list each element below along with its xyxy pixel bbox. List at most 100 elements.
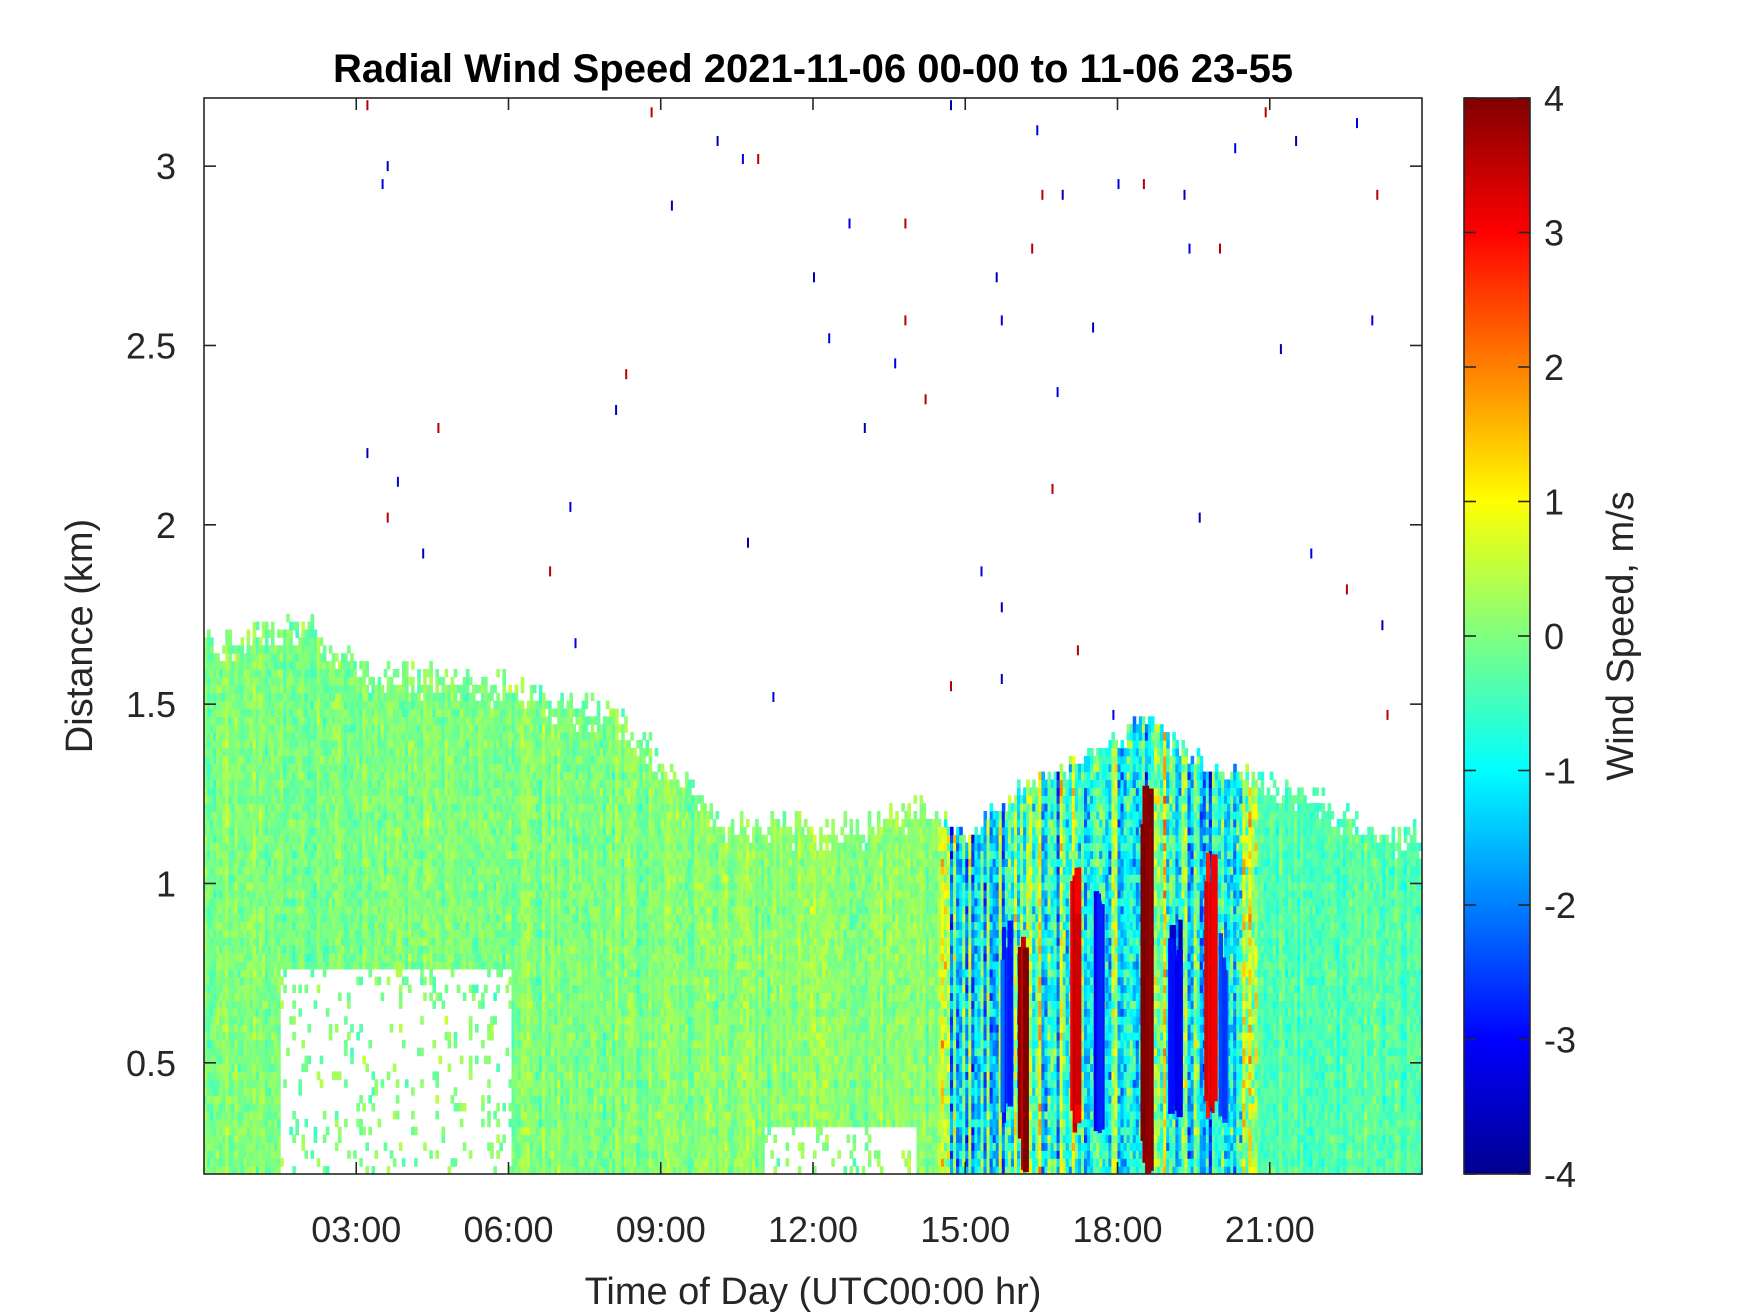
heatmap-cell [456,921,461,930]
heatmap-cell [313,945,318,954]
heatmap-cell [313,842,318,852]
heatmap-cell [207,803,211,812]
heatmap-cell [325,692,330,702]
heatmap-cell [325,858,330,867]
heatmap-cell [487,858,491,867]
heatmap-cell [426,787,430,796]
heatmap-cell [261,1079,266,1088]
heatmap-cell [499,937,503,946]
heatmap-cell [341,811,345,820]
heatmap-cell [204,653,208,662]
heatmap-cell [219,968,223,978]
heatmap-cell [484,913,488,923]
heatmap-cell [401,700,406,710]
heatmap-cell [258,818,263,828]
heatmap-cell [472,937,476,946]
heatmap-cell [496,874,500,883]
heatmap-cell [301,905,305,915]
heatmap-cell [365,779,369,788]
heatmap-cell [435,700,439,710]
heatmap-cell [505,874,510,883]
heatmap-cell [423,692,427,702]
heatmap-cell [213,897,217,907]
heatmap-cell [231,645,235,654]
heatmap-cell [246,716,251,725]
heatmap-cell [514,1095,519,1104]
heatmap-cell [289,850,293,859]
heatmap-cell [505,763,510,773]
heatmap-cell [328,921,333,930]
heatmap-cell [207,740,211,749]
heatmap-cell [478,834,482,844]
heatmap-cell [225,747,229,757]
heatmap-cell [301,882,305,891]
heatmap-cell [374,905,379,915]
heatmap-cell [234,1166,239,1174]
heatmap-cell [441,763,446,773]
heatmap-cell [210,866,214,875]
heatmap-cell [408,763,412,773]
heatmap-cell [240,653,245,662]
heatmap-cell [462,889,467,899]
heatmap-cell [252,1166,257,1174]
heatmap-cell [432,882,436,891]
heatmap-cell [310,795,315,804]
heatmap-cell [204,795,208,804]
heatmap-cell [261,1103,266,1112]
heatmap-cell [307,811,312,820]
heatmap-cell [210,897,214,907]
heatmap-cell [325,834,330,844]
heatmap-cell [228,1126,232,1136]
heatmap-cell [353,937,357,946]
heatmap-cell [478,747,482,757]
heatmap-cell [298,913,302,923]
heatmap-cell [487,1032,491,1041]
heatmap-cell [216,850,220,859]
heatmap-cell [222,984,226,994]
heatmap-cell [359,724,363,733]
heatmap-cell [505,771,510,781]
heatmap-cell [231,866,235,875]
heatmap-cell [441,826,446,836]
heatmap-cell [383,747,388,757]
heatmap-cell [298,763,302,773]
heatmap-cell [423,834,427,844]
heatmap-cell [484,692,488,702]
heatmap-cell [341,913,345,923]
heatmap-cell [267,1134,272,1143]
heatmap-cell [435,803,439,812]
heatmap-cell [316,708,321,717]
heatmap-cell [271,921,275,930]
heatmap-cell [426,716,430,725]
heatmap-cell [414,929,418,938]
heatmap-cell [499,929,503,938]
heatmap-cell [286,811,290,820]
heatmap-cell [496,889,500,899]
heatmap-cell [401,850,406,859]
heatmap-cell [255,1087,260,1096]
heatmap-cell [280,771,284,781]
heatmap-cell [499,755,503,765]
heatmap-cell [392,771,397,781]
heatmap-cell [484,811,488,820]
heatmap-cell [210,740,214,749]
heatmap-cell [502,755,506,765]
heatmap-cell [426,755,430,765]
heatmap-cell [207,795,211,804]
heatmap-cell [255,684,260,694]
heatmap-cell [228,1142,232,1151]
heatmap-cell [395,905,400,915]
heatmap-cell [204,897,208,907]
heatmap-cell [228,787,232,796]
heatmap-cell [252,1126,257,1136]
heatmap-cell [310,818,315,828]
heatmap-cell [338,945,342,954]
heatmap-cell [255,866,260,875]
heatmap-cell [499,866,503,875]
heatmap-cell [207,953,211,962]
heatmap-cell [267,1024,272,1033]
heatmap-cell [487,747,491,757]
heatmap-cell [267,1016,272,1025]
heatmap-cell [264,1134,269,1143]
heatmap-cell [447,913,452,923]
